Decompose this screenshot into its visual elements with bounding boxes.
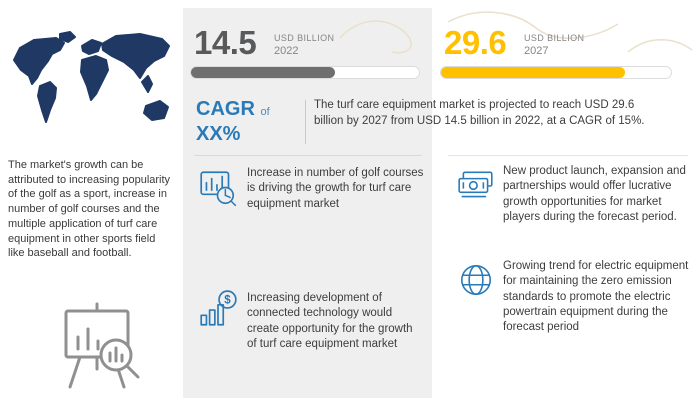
map-africa xyxy=(80,55,109,101)
cagr-divider xyxy=(305,100,306,144)
market-size-2027-year: 2027 xyxy=(524,45,549,57)
svg-text:$: $ xyxy=(224,295,231,307)
map-south-america xyxy=(37,81,57,123)
chart-easel-magnifier-icon xyxy=(64,302,140,389)
globe-icon xyxy=(461,265,491,295)
opportunity-electric-equipment-text: Growing trend for electric equipment for… xyxy=(503,260,689,334)
map-greenland xyxy=(59,31,76,43)
projection-statement: The turf care equipment market is projec… xyxy=(314,99,645,127)
driver-golf-courses-text: Increase in number of golf courses is dr… xyxy=(247,167,424,210)
opportunity-new-product-text: New product launch, expansion and partne… xyxy=(503,165,686,223)
market-size-2027-bar xyxy=(440,66,672,79)
map-southeast-asia xyxy=(141,75,153,93)
map-australia xyxy=(143,100,169,121)
market-size-2022-bar-fill xyxy=(191,67,335,78)
market-size-2027-bar-fill xyxy=(441,67,625,78)
cagr-label: CAGR xyxy=(196,98,255,120)
market-size-2027-unit: USD BILLION xyxy=(524,33,585,43)
map-north-america xyxy=(13,37,65,85)
middle-section-divider xyxy=(194,155,422,156)
dollar-growth-icon: $ xyxy=(200,290,237,326)
market-size-2022-value: 14.5 xyxy=(194,24,257,61)
decorative-contours xyxy=(339,11,693,54)
market-growth-description: The market's growth can be attributed to… xyxy=(8,159,171,260)
market-size-2022-unit: USD BILLION xyxy=(274,33,335,43)
world-map-image xyxy=(13,31,170,123)
market-size-2022-year: 2022 xyxy=(274,45,299,57)
right-section-divider xyxy=(448,155,688,156)
chart-magnifier-icon xyxy=(200,171,237,207)
market-size-2027-value: 29.6 xyxy=(444,24,507,61)
cagr-block: CAGR of XX% xyxy=(196,98,302,146)
banknotes-icon xyxy=(458,171,493,198)
cagr-of-label: of xyxy=(260,106,270,118)
cagr-value: XX% xyxy=(196,123,241,145)
market-size-2022-bar xyxy=(190,66,420,79)
driver-connected-technology-text: Increasing development of connected tech… xyxy=(247,292,413,350)
map-europe xyxy=(81,39,102,55)
map-asia xyxy=(101,33,170,79)
